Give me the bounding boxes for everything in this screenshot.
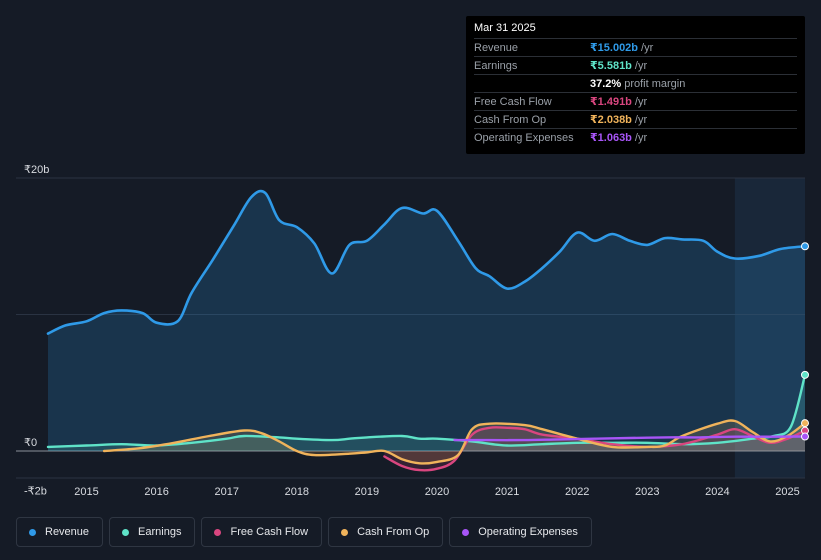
x-tick-label: 2017 — [214, 486, 238, 498]
tooltip-row: Free Cash Flow ₹1.491b/yr — [474, 92, 797, 110]
earnings-end-marker — [801, 370, 809, 379]
tooltip-row-unit: /yr — [634, 131, 648, 144]
chart-legend: Revenue Earnings Free Cash Flow Cash From O… — [16, 517, 592, 547]
x-tick-label: 2019 — [355, 486, 379, 498]
x-tick-label: 2024 — [705, 486, 729, 498]
legend-label: Earnings — [138, 526, 182, 538]
legend-dot-icon — [29, 528, 36, 536]
x-axis-labels: 2015 2016 2017 2018 2019 2020 2021 2022 2023 2024… — [74, 486, 799, 498]
operating-expenses-end-marker — [801, 432, 809, 441]
y-axis-labels: ₹20b ₹0 -₹2b — [24, 164, 49, 497]
legend-label: Revenue — [45, 526, 90, 538]
series-fills — [48, 191, 806, 471]
tooltip-row-value: ₹5.581b — [590, 60, 632, 72]
data-tooltip: Mar 31 2025 Revenue ₹15.002b/yr Earnings ₹5… — [466, 16, 805, 154]
grid-lines — [16, 177, 805, 479]
legend-dot-icon — [462, 528, 470, 536]
tooltip-row-unit: profit margin — [624, 77, 686, 90]
tooltip-row-unit: /yr — [634, 113, 648, 126]
x-tick-label: 2023 — [635, 486, 659, 498]
legend-label: Operating Expenses — [478, 526, 578, 538]
legend-dot-icon — [214, 528, 222, 536]
tooltip-row: Cash From Op ₹2.038b/yr — [474, 110, 797, 128]
cash-from-op-end-marker — [801, 419, 809, 428]
revenue-end-marker — [801, 242, 809, 251]
tooltip-row-label: Cash From Op — [474, 113, 547, 126]
x-tick-label: 2022 — [565, 486, 589, 498]
free-cash-flow-area — [384, 427, 805, 471]
tooltip-row-unit: /yr — [634, 59, 648, 72]
legend-item-free-cash-flow[interactable]: Free Cash Flow — [201, 517, 323, 547]
x-tick-label: 2016 — [144, 486, 168, 498]
x-tick-label: 2015 — [74, 486, 98, 498]
x-tick-label: 2020 — [425, 486, 449, 498]
y-tick-label: ₹0 — [24, 437, 37, 449]
tooltip-row: Revenue ₹15.002b/yr — [474, 38, 797, 56]
legend-item-revenue[interactable]: Revenue — [16, 517, 104, 547]
x-tick-label: 2021 — [495, 486, 519, 498]
tooltip-row-label: Earnings — [474, 59, 518, 72]
legend-dot-icon — [122, 528, 130, 536]
revenue-area — [48, 191, 805, 451]
legend-dot-icon — [341, 528, 349, 536]
free-cash-flow-line — [383, 426, 807, 472]
tooltip-date: Mar 31 2025 — [474, 22, 536, 34]
series-lines — [46, 189, 807, 472]
x-tick-label: 2025 — [775, 486, 799, 498]
tooltip-row-value: ₹1.491b — [590, 96, 632, 108]
tooltip-row-unit: /yr — [641, 41, 654, 54]
legend-item-earnings[interactable]: Earnings — [109, 517, 196, 547]
operating-expenses-line — [453, 435, 807, 442]
tooltip-row-unit: /yr — [634, 95, 648, 108]
cash-from-op-line — [102, 419, 807, 465]
legend-label: Free Cash Flow — [230, 526, 309, 538]
revenue-line — [46, 189, 807, 335]
legend-item-operating-expenses[interactable]: Operating Expenses — [449, 517, 592, 547]
tooltip-row-label: Free Cash Flow — [474, 95, 552, 108]
legend-label: Cash From Op — [357, 526, 430, 538]
series-end-markers — [801, 242, 809, 441]
tooltip-row-label: Revenue — [474, 41, 519, 54]
tooltip-row-value: ₹1.063b — [590, 132, 632, 144]
tooltip-row-value: ₹15.002b — [590, 42, 639, 54]
tooltip-row: 37.2% profit margin — [474, 74, 797, 92]
legend-item-cash-from-op[interactable]: Cash From Op — [328, 517, 444, 547]
x-tick-label: 2018 — [285, 486, 309, 498]
tooltip-row: Earnings ₹5.581b/yr — [474, 56, 797, 74]
cash-from-op-area — [104, 420, 806, 464]
earnings-area — [48, 374, 805, 451]
tooltip-row-label: Operating Expenses — [474, 131, 574, 144]
tooltip-row: Operating Expenses ₹1.063b/yr — [474, 128, 797, 146]
y-tick-label: -₹2b — [24, 485, 47, 497]
tooltip-row-value: ₹2.038b — [590, 114, 632, 126]
tooltip-row-value: 37.2% — [590, 77, 622, 90]
earnings-line — [46, 373, 807, 449]
y-tick-label: ₹20b — [24, 164, 49, 176]
